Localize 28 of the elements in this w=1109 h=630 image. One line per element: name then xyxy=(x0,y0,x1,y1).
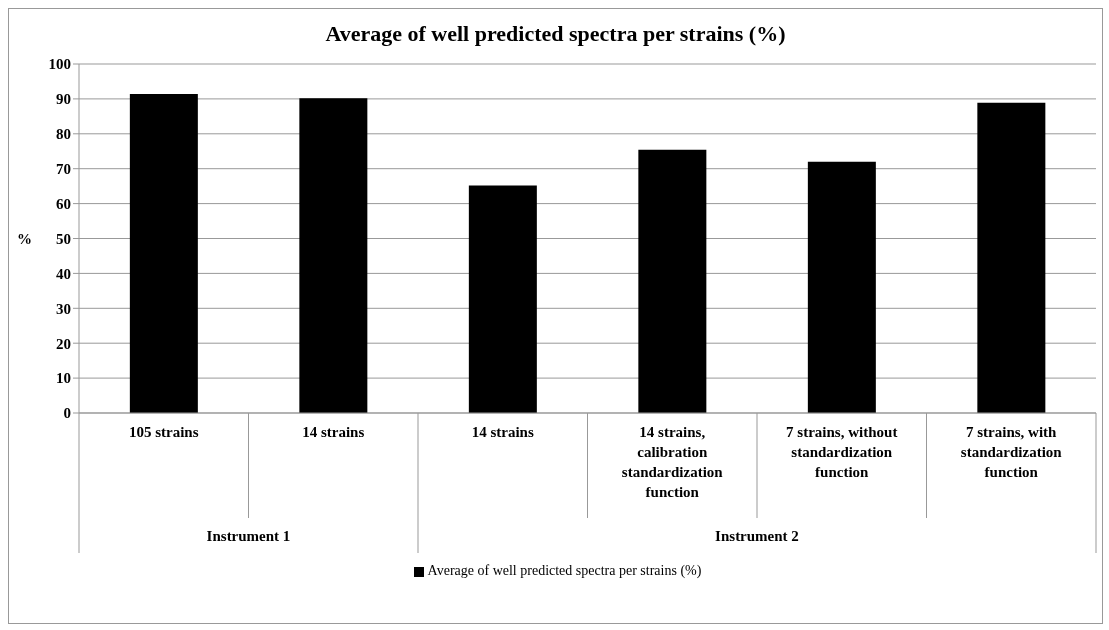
bar xyxy=(129,94,198,413)
x-tick-label: 7 strains, with standardization function xyxy=(960,424,1063,480)
x-tick-label: 14 strains xyxy=(302,424,365,440)
y-tick-label: 60 xyxy=(56,195,71,212)
y-tick-label: 50 xyxy=(56,230,71,247)
x-tick-label: 7 strains, without standardization function xyxy=(786,424,898,480)
x-tick-label: 105 strains xyxy=(128,424,199,440)
text: Instrument 1 xyxy=(206,528,291,544)
bar xyxy=(977,102,1046,413)
x-tick-label: 14 strains xyxy=(471,424,534,440)
bar xyxy=(638,149,707,413)
y-tick-label: 100 xyxy=(48,56,71,73)
bar xyxy=(807,161,876,413)
y-tick-label: 40 xyxy=(56,265,71,282)
y-tick-label: 90 xyxy=(56,91,71,108)
y-tick-label: 30 xyxy=(56,300,71,317)
bar xyxy=(299,98,368,413)
y-tick-label: 0 xyxy=(63,405,71,422)
y-tick-label: 10 xyxy=(56,370,71,387)
chart-title: Average of well predicted spectra per strains (%) xyxy=(324,21,787,47)
x-tick-label: 14 strains, calibration standardization function xyxy=(621,424,724,500)
y-tick-label: 80 xyxy=(56,126,71,143)
y-tick-label: 70 xyxy=(56,161,71,178)
legend-label: Average of well predicted spectra per strains (%) xyxy=(427,563,702,578)
y-axis-title: % xyxy=(17,230,32,247)
bar xyxy=(468,185,537,413)
y-tick-label: 20 xyxy=(56,335,71,352)
text: Instrument 2 xyxy=(715,528,799,544)
